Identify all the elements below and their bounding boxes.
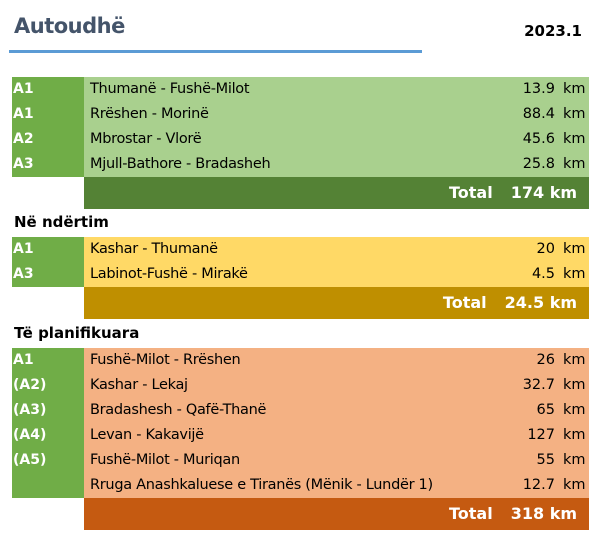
planned-table: A1 Fushë-Milot - Rrëshen 26 km (A2) Kash… <box>12 348 589 530</box>
section-title-under-construction: Në ndërtim <box>14 213 109 231</box>
total-label: Total <box>449 183 493 202</box>
highway-code: A1 <box>12 102 84 127</box>
table-row: A1 Kashar - Thumanë 20 km <box>12 237 589 262</box>
segment-unit: km <box>557 262 589 287</box>
table-row: A1 Fushë-Milot - Rrëshen 26 km <box>12 348 589 373</box>
segment-length: 26 <box>493 348 557 373</box>
segment-unit: km <box>557 102 589 127</box>
segment-length: 32.7 <box>493 373 557 398</box>
segment-unit: km <box>557 448 589 473</box>
section-title-planned: Të planifikuara <box>14 324 140 342</box>
highway-code <box>12 473 84 498</box>
completed-table: A1 Thumanë - Fushë-Milot 13.9 km A1 Rrës… <box>12 77 589 209</box>
highway-code: A1 <box>12 348 84 373</box>
highway-code: A1 <box>12 237 84 262</box>
total-row: Total 174 km <box>12 177 589 209</box>
segment-unit: km <box>557 348 589 373</box>
segment-unit: km <box>557 423 589 448</box>
segment-length: 4.5 <box>493 262 557 287</box>
segment-name: Thumanë - Fushë-Milot <box>84 77 493 102</box>
table-row: A2 Mbrostar - Vlorë 45.6 km <box>12 127 589 152</box>
highway-code: (A3) <box>12 398 84 423</box>
segment-length: 65 <box>493 398 557 423</box>
segment-unit: km <box>557 152 589 177</box>
highway-code: A3 <box>12 152 84 177</box>
highway-code: A3 <box>12 262 84 287</box>
table-row: (A5) Fushë-Milot - Muriqan 55 km <box>12 448 589 473</box>
segment-name: Kashar - Thumanë <box>84 237 493 262</box>
segment-length: 127 <box>493 423 557 448</box>
segment-length: 20 <box>493 237 557 262</box>
segment-name: Kashar - Lekaj <box>84 373 493 398</box>
table-row: A1 Thumanë - Fushë-Milot 13.9 km <box>12 77 589 102</box>
segment-unit: km <box>557 398 589 423</box>
total-row: Total 318 km <box>12 498 589 530</box>
total-value: 174 km <box>510 183 577 202</box>
total-label: Total <box>449 504 493 523</box>
segment-unit: km <box>557 77 589 102</box>
segment-name: Rrëshen - Morinë <box>84 102 493 127</box>
highway-code: (A4) <box>12 423 84 448</box>
table-row: A1 Rrëshen - Morinë 88.4 km <box>12 102 589 127</box>
segment-name: Rruga Anashkaluese e Tiranës (Mënik - Lu… <box>84 473 493 498</box>
table-row: (A3) Bradashesh - Qafë-Thanë 65 km <box>12 398 589 423</box>
segment-unit: km <box>557 237 589 262</box>
segment-name: Labinot-Fushë - Mirakë <box>84 262 493 287</box>
table-row: A3 Labinot-Fushë - Mirakë 4.5 km <box>12 262 589 287</box>
segment-length: 13.9 <box>493 77 557 102</box>
segment-unit: km <box>557 373 589 398</box>
highway-code: A2 <box>12 127 84 152</box>
segment-length: 25.8 <box>493 152 557 177</box>
segment-name: Fushë-Milot - Rrëshen <box>84 348 493 373</box>
segment-length: 45.6 <box>493 127 557 152</box>
segment-name: Fushë-Milot - Muriqan <box>84 448 493 473</box>
segment-unit: km <box>557 473 589 498</box>
page-title: Autoudhë <box>14 14 125 38</box>
highway-code: (A5) <box>12 448 84 473</box>
total-row: Total 24.5 km <box>12 287 589 319</box>
table-row: (A2) Kashar - Lekaj 32.7 km <box>12 373 589 398</box>
table-row: Rruga Anashkaluese e Tiranës (Mënik - Lu… <box>12 473 589 498</box>
table-row: (A4) Levan - Kakavijë 127 km <box>12 423 589 448</box>
under-construction-table: A1 Kashar - Thumanë 20 km A3 Labinot-Fus… <box>12 237 589 319</box>
segment-unit: km <box>557 127 589 152</box>
total-value: 318 km <box>510 504 577 523</box>
segment-length: 88.4 <box>493 102 557 127</box>
total-label: Total <box>442 293 487 312</box>
segment-length: 55 <box>493 448 557 473</box>
title-underline <box>9 50 422 53</box>
version-label: 2023.1 <box>524 22 582 40</box>
segment-name: Mbrostar - Vlorë <box>84 127 493 152</box>
table-row: A3 Mjull-Bathore - Bradasheh 25.8 km <box>12 152 589 177</box>
segment-length: 12.7 <box>493 473 557 498</box>
highway-code: A1 <box>12 77 84 102</box>
segment-name: Levan - Kakavijë <box>84 423 493 448</box>
total-value: 24.5 km <box>504 293 577 312</box>
segment-name: Bradashesh - Qafë-Thanë <box>84 398 493 423</box>
segment-name: Mjull-Bathore - Bradasheh <box>84 152 493 177</box>
highway-code: (A2) <box>12 373 84 398</box>
